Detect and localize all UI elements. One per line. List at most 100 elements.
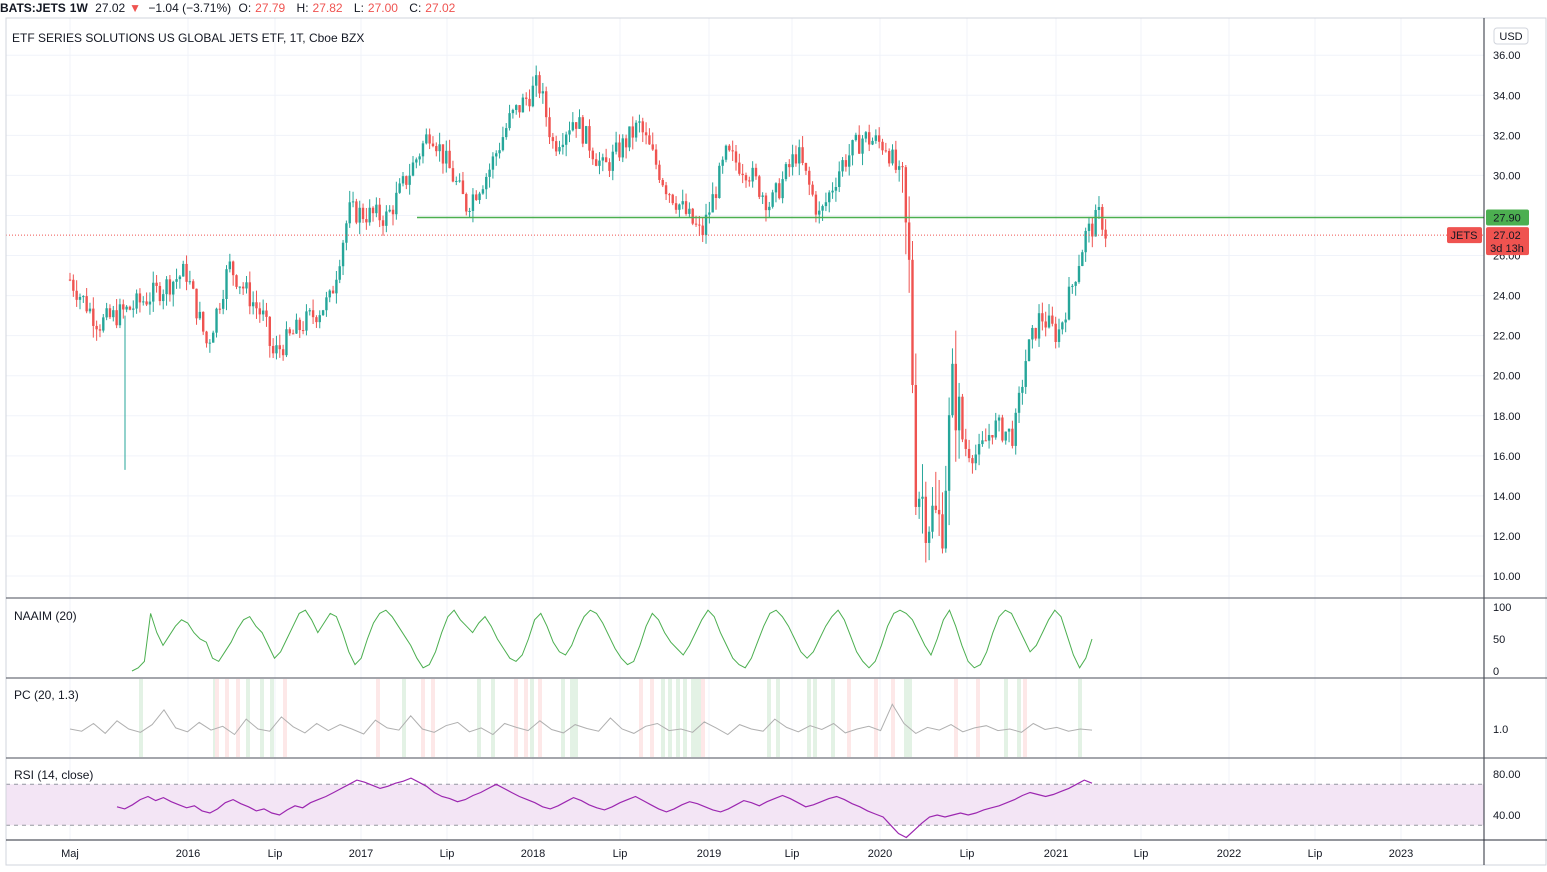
horizontal-line-27-90[interactable]	[6, 216, 1484, 236]
candle	[1031, 324, 1034, 349]
pc-title[interactable]: PC (20, 1.3)	[14, 688, 79, 702]
pc-bar-red	[236, 679, 240, 757]
candle-body	[674, 203, 678, 210]
candle-body	[401, 176, 405, 184]
candle	[798, 139, 801, 176]
candle	[741, 163, 744, 184]
candle-body	[405, 176, 408, 185]
candle-body	[341, 242, 345, 267]
candle-body	[158, 285, 162, 302]
candle-body	[391, 209, 395, 215]
candle-body	[811, 184, 814, 195]
candle	[1084, 227, 1087, 262]
candle	[531, 76, 535, 108]
rsi-band-fill	[6, 784, 1484, 826]
candle-body	[624, 138, 628, 148]
candle	[281, 344, 285, 361]
candle-body	[954, 363, 957, 431]
pc-tick-label: 1.0	[1493, 724, 1508, 736]
candle	[441, 144, 445, 174]
candle-body	[421, 143, 425, 157]
candle-body	[105, 308, 108, 318]
candle	[172, 280, 175, 307]
candle-body	[668, 194, 671, 196]
candle-body	[205, 331, 208, 344]
down-arrow-icon: ▼	[129, 1, 142, 15]
candle	[838, 161, 841, 193]
price-tick-label: 34.00	[1493, 90, 1521, 102]
price-axis[interactable]: 36.0034.0032.0030.0028.0026.0024.0022.00…	[1493, 50, 1521, 583]
candle	[801, 136, 804, 166]
candle-body	[155, 282, 158, 286]
candle	[335, 271, 338, 304]
candle	[481, 185, 485, 195]
candle-body	[465, 194, 468, 212]
candle	[921, 464, 924, 534]
time-tick-label: Lip	[785, 848, 800, 860]
candle	[435, 142, 438, 157]
candle	[631, 116, 634, 150]
candle	[1021, 379, 1024, 405]
candle-body	[864, 132, 868, 139]
candle	[614, 131, 618, 155]
currency-button[interactable]: USD	[1493, 27, 1529, 45]
candle	[518, 105, 521, 118]
price-tick-label: 36.00	[1493, 50, 1521, 62]
candle	[708, 201, 711, 224]
candle-body	[248, 282, 252, 307]
candle-body	[245, 282, 248, 289]
candle	[608, 158, 611, 177]
candle-body	[588, 126, 591, 151]
candle-body	[608, 162, 611, 171]
candle-body	[508, 113, 511, 129]
candle-body	[721, 159, 724, 166]
candle-body	[897, 166, 901, 170]
candle-body	[931, 505, 934, 532]
candle	[391, 205, 395, 226]
rsi-title[interactable]: RSI (14, close)	[14, 768, 93, 782]
candle	[455, 176, 458, 186]
candle-body	[255, 302, 258, 309]
time-tick-label: Maj	[61, 848, 79, 860]
candle-body	[934, 505, 937, 510]
candle-body	[764, 195, 768, 211]
candle	[495, 150, 498, 166]
time-axis[interactable]: Maj 2016 Lip 2017 Lip 2018 Lip 2019 Lip 2020 Lip 20…	[61, 848, 1413, 860]
time-tick-label: Lip	[440, 848, 455, 860]
candle	[371, 206, 375, 222]
outer-frame	[5, 17, 1547, 866]
symbol-label[interactable]: BATS:JETS	[0, 1, 66, 15]
candle-body	[691, 208, 694, 224]
candle-body	[451, 168, 455, 182]
candle-body	[718, 165, 721, 198]
candle	[778, 178, 781, 200]
naaim-title[interactable]: NAAIM (20)	[14, 609, 77, 623]
candle-body	[345, 223, 348, 243]
candle	[301, 321, 305, 335]
candle-body	[1041, 313, 1044, 322]
candle-body	[72, 279, 75, 291]
candle	[564, 131, 568, 157]
candle-body	[574, 122, 578, 129]
candle	[621, 134, 624, 163]
candle	[285, 321, 288, 358]
candle-body	[225, 269, 228, 299]
candle	[927, 526, 931, 561]
candle-body	[571, 122, 575, 131]
candle-body	[1024, 361, 1027, 387]
candle-body	[98, 329, 102, 331]
candle	[508, 104, 511, 131]
candle	[604, 148, 608, 163]
candle	[178, 275, 182, 289]
candle-body	[681, 201, 684, 205]
candle	[138, 288, 142, 313]
candle	[834, 177, 838, 202]
candle-body	[614, 142, 618, 152]
candle-body	[1071, 285, 1074, 287]
candle-body	[1017, 392, 1021, 413]
interval-label[interactable]: 1W	[69, 1, 88, 15]
candle-body	[435, 146, 438, 152]
candle	[561, 133, 565, 155]
